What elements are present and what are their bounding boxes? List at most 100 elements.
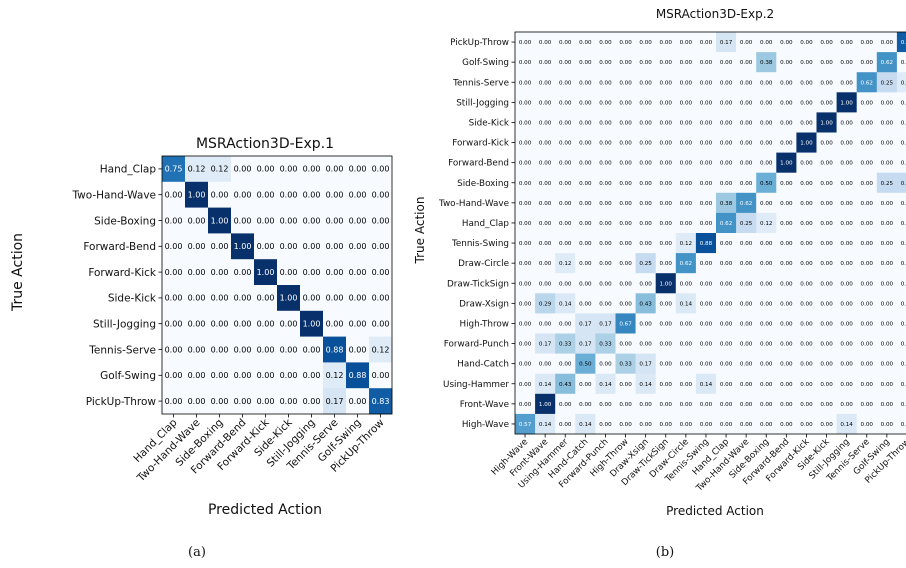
cell-value-label: 0.00 xyxy=(599,402,612,408)
cell-value-label: 0.00 xyxy=(257,165,275,174)
y-tick-label: Forward-Bend xyxy=(83,241,156,253)
cell-value-label: 0.00 xyxy=(519,201,532,207)
heatmap-cell xyxy=(300,310,324,337)
heatmap-cell xyxy=(535,52,556,73)
cell-value-label: 0.00 xyxy=(840,362,853,368)
heatmap-cell xyxy=(816,273,837,294)
cell-value-label: 0.00 xyxy=(619,120,632,126)
heatmap-cell xyxy=(535,273,556,294)
heatmap-cell xyxy=(555,192,576,214)
heatmap-cell xyxy=(300,207,324,234)
cell-value-label: 0.00 xyxy=(861,402,874,408)
heatmap-cell xyxy=(515,313,536,334)
cell-value-label: 0.00 xyxy=(840,342,853,348)
cell-value-label: 0.00 xyxy=(211,294,229,303)
cell-value-label: 0.17 xyxy=(720,40,733,46)
heatmap-cell xyxy=(736,293,757,314)
heatmap-cell xyxy=(655,293,677,314)
cell-value-label: 0.00 xyxy=(840,281,853,287)
cell-value-label: 0.00 xyxy=(840,60,853,66)
y-tick-label: Front-Wave xyxy=(460,400,509,410)
heatmap-cell xyxy=(615,313,636,334)
heatmap-cell xyxy=(695,253,717,274)
cell-value-label: 0.00 xyxy=(800,321,813,327)
heatmap-cell xyxy=(323,310,347,337)
cell-value-label: 0.29 xyxy=(539,301,552,307)
y-tick-label: Hand_Clap xyxy=(462,219,510,229)
chart-b-yticks: PickUp-Throw Golf-Swing Tennis-Serve Still-… xyxy=(438,38,515,430)
heatmap-cell xyxy=(675,393,697,415)
heatmap-cell xyxy=(185,336,209,363)
cell-value-label: 0.00 xyxy=(840,141,853,147)
cell-value-label: 0.00 xyxy=(559,100,572,106)
cell-value-label: 0.00 xyxy=(760,141,773,147)
heatmap-cell xyxy=(776,172,797,194)
heatmap-cell xyxy=(776,373,797,395)
heatmap-cell xyxy=(635,32,656,53)
cell-value-label: 0.00 xyxy=(800,402,813,408)
cell-value-label: 0.00 xyxy=(780,60,793,66)
cell-value-label: 0.00 xyxy=(303,216,321,225)
cell-value-label: 0.00 xyxy=(800,201,813,207)
heatmap-cell xyxy=(675,92,697,113)
cell-value-label: 0.00 xyxy=(820,402,833,408)
heatmap-cell xyxy=(876,293,898,314)
cell-value-label: 0.00 xyxy=(881,301,894,307)
cell-value-label: 0.00 xyxy=(720,281,733,287)
cell-value-label: 0.00 xyxy=(519,221,532,227)
heatmap-cell xyxy=(575,212,596,234)
heatmap-cell xyxy=(346,336,370,363)
cell-value-label: 0.00 xyxy=(165,268,183,277)
cell-value-label: 0.00 xyxy=(881,161,894,167)
cell-value-label: 0.00 xyxy=(740,382,753,388)
heatmap-cell xyxy=(369,388,393,415)
heatmap-cell xyxy=(655,212,677,234)
cell-value-label: 0.00 xyxy=(901,221,906,227)
cell-value-label: 0.00 xyxy=(820,80,833,86)
cell-value-label: 0.00 xyxy=(559,161,572,167)
heatmap-cell xyxy=(796,72,817,93)
y-tick-label: Using-Hammer xyxy=(443,380,509,390)
heatmap-cell xyxy=(876,413,898,435)
heatmap-frame xyxy=(161,155,393,415)
cell-value-label: 0.00 xyxy=(211,191,229,200)
cell-value-label: 0.00 xyxy=(211,242,229,251)
heatmap-cell xyxy=(736,172,757,194)
chart-b-cells: 0.00 0.00 0.00 0.00 0.00 0.00 0.00 0.00 0.00 0.00… xyxy=(514,31,906,435)
heatmap-cell xyxy=(736,152,757,173)
cell-value-label: 0.00 xyxy=(901,402,906,408)
cell-value-label: 0.00 xyxy=(740,241,753,247)
cell-value-label: 0.00 xyxy=(780,301,793,307)
heatmap-cell xyxy=(635,333,656,354)
cell-value-label: 0.00 xyxy=(619,141,632,147)
cell-value-label: 1.00 xyxy=(234,242,252,251)
heatmap-cell xyxy=(535,32,556,53)
heatmap-cell xyxy=(535,212,556,234)
cell-value-label: 0.00 xyxy=(800,120,813,126)
heatmap-cell xyxy=(615,172,636,194)
heatmap-cell xyxy=(716,192,737,214)
heatmap-cell xyxy=(756,333,777,354)
cell-value-label: 0.00 xyxy=(326,320,344,329)
cell-value-label: 0.00 xyxy=(188,371,206,380)
heatmap-cell xyxy=(575,72,596,93)
y-tick-label: Forward-Bend xyxy=(448,159,509,169)
cell-value-label: 0.00 xyxy=(840,261,853,267)
heatmap-cell xyxy=(535,233,556,254)
cell-value-label: 0.00 xyxy=(519,80,532,86)
cell-value-label: 0.00 xyxy=(280,397,298,406)
heatmap-cell xyxy=(816,333,837,354)
heatmap-cell xyxy=(555,172,576,194)
heatmap-cell xyxy=(856,52,878,73)
y-tick-label: Tennis-Serve xyxy=(88,344,156,356)
cell-value-label: 0.00 xyxy=(639,422,652,428)
heatmap-cell xyxy=(836,293,857,314)
heatmap-cell xyxy=(876,112,898,133)
heatmap-cell xyxy=(595,152,616,173)
cell-value-label: 0.00 xyxy=(579,201,592,207)
cell-value-label: 0.00 xyxy=(579,261,592,267)
y-tick-label: Tennis-Serve xyxy=(452,78,509,88)
cell-value-label: 0.00 xyxy=(539,141,552,147)
cell-value-label: 0.00 xyxy=(519,120,532,126)
heatmap-cell xyxy=(615,72,636,93)
